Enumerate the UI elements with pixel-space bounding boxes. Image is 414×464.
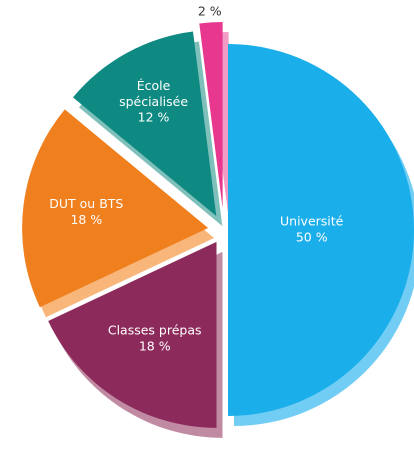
slice [48, 241, 217, 428]
slice [228, 44, 414, 416]
slice-label: École spécialisée [119, 77, 188, 108]
value-label: 2 % [198, 3, 222, 18]
slice-label: Classes prépas [108, 323, 202, 338]
slice [72, 31, 217, 216]
value-label: 50 % [296, 230, 328, 245]
value-label: 18 % [139, 339, 171, 354]
slice [22, 109, 209, 308]
slice-label: Université [280, 214, 344, 229]
value-label: 18 % [70, 212, 102, 227]
slice-label: Autres [190, 0, 230, 2]
value-label: 12 % [138, 109, 170, 124]
slice-label: DUT ou BTS [49, 196, 123, 211]
slice [199, 22, 223, 209]
